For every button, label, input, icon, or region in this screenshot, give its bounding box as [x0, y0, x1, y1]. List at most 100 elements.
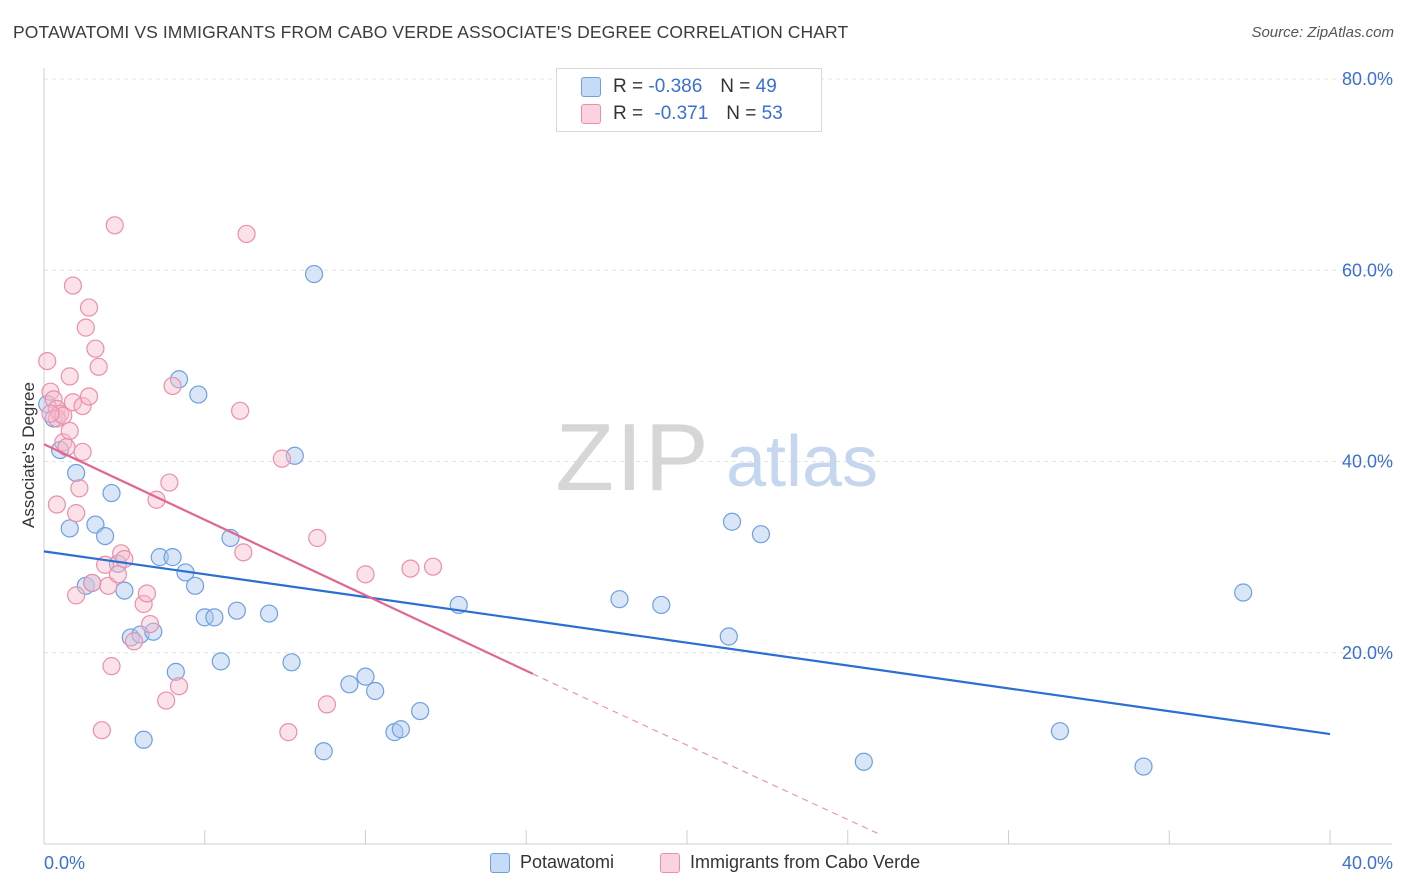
cabo-verde-point — [76, 318, 95, 337]
data-points — [38, 216, 1253, 776]
y-tick-label: 80.0% — [1342, 69, 1393, 89]
cabo-verde-point — [86, 339, 105, 358]
cabo-verde-point — [163, 376, 182, 396]
potawatomi-point — [1234, 583, 1253, 602]
grid-lines — [44, 78, 1392, 654]
cabo-verde-point — [272, 449, 292, 468]
cabo-verde-point — [169, 677, 189, 696]
cabo-verde-point — [234, 543, 253, 562]
y-tick-label: 20.0% — [1342, 643, 1393, 663]
potawatomi-point — [719, 627, 738, 646]
legend-r-value: -0.386 — [648, 76, 703, 97]
legend-r-label: R = — [613, 76, 644, 97]
cabo-verde-point — [124, 632, 144, 651]
cabo-verde-point — [79, 387, 99, 406]
watermark-atlas: atlas — [726, 422, 878, 502]
cabo-verde-point — [423, 557, 443, 576]
potawatomi-point — [854, 752, 873, 771]
potawatomi-point — [340, 675, 359, 694]
legend-r-value: -0.371 — [654, 103, 709, 124]
potawatomi-point — [411, 701, 430, 721]
potawatomi-point — [60, 519, 79, 538]
potawatomi-point — [356, 667, 375, 686]
cabo-verde-point — [140, 614, 160, 634]
watermark-zip: ZIP — [555, 404, 710, 511]
legend-n-label: N = — [726, 103, 757, 124]
cabo-verde-point — [67, 586, 86, 605]
potawatomi-point — [169, 370, 189, 389]
legend-item-label: Potawatomi — [520, 852, 615, 872]
y-tick-label: 60.0% — [1342, 260, 1393, 280]
cabo-verde-point — [105, 216, 124, 235]
legend-n-value: 53 — [761, 103, 783, 124]
potawatomi-point — [366, 681, 385, 701]
potawatomi-point — [189, 385, 208, 404]
legend-row-potawatomi: R = -0.386 N = 49 — [581, 75, 777, 99]
cabo-verde-point — [38, 351, 57, 371]
cabo-verde-point — [115, 549, 134, 569]
x-tick-label: 0.0% — [44, 853, 85, 873]
potawatomi-point — [391, 720, 410, 739]
cabo-verde-trend-extension — [532, 673, 881, 835]
axes — [43, 68, 1392, 845]
legend-swatch-blue — [490, 852, 510, 873]
series-legend: Potawatomi Immigrants from Cabo Verde — [0, 852, 1406, 878]
potawatomi-point — [1134, 757, 1153, 776]
cabo-verde-point — [73, 442, 92, 462]
potawatomi-point — [751, 525, 771, 544]
cabo-verde-point — [160, 473, 179, 492]
potawatomi-point — [163, 548, 182, 567]
cabo-verde-point — [92, 721, 111, 740]
potawatomi-point — [227, 601, 246, 620]
cabo-verde-point — [89, 357, 108, 376]
x-tick-label: 40.0% — [1342, 853, 1393, 873]
correlation-legend: R = -0.386 N = 49 R = -0.371 N = 53 — [556, 68, 822, 132]
source-label: Source: ZipAtlas.com — [1251, 24, 1394, 41]
cabo-verde-point — [63, 276, 83, 295]
potawatomi-point — [722, 512, 742, 531]
potawatomi-point — [304, 264, 324, 284]
cabo-verde-trend-line — [43, 443, 534, 675]
cabo-verde-point — [356, 565, 375, 584]
cabo-verde-point — [308, 528, 327, 548]
potawatomi-point — [211, 652, 230, 671]
trend-lines — [43, 443, 1331, 835]
potawatomi-trend-line — [43, 550, 1331, 736]
potawatomi-point — [186, 576, 205, 595]
potawatomi-point — [95, 526, 115, 546]
legend-item-cabo-verde[interactable]: Immigrants from Cabo Verde — [660, 852, 920, 873]
cabo-verde-point — [134, 594, 153, 614]
potawatomi-point — [610, 590, 629, 609]
potawatomi-point — [195, 608, 214, 627]
cabo-verde-point — [79, 298, 99, 317]
potawatomi-point — [150, 548, 169, 567]
cabo-verde-point — [70, 479, 89, 498]
cabo-verde-point — [102, 657, 121, 676]
potawatomi-point — [166, 662, 185, 681]
potawatomi-point — [205, 608, 224, 627]
legend-n-label: N = — [720, 76, 751, 97]
cabo-verde-point — [67, 504, 86, 523]
cabo-verde-point — [317, 695, 337, 714]
cabo-verde-point — [231, 401, 250, 420]
cabo-verde-point — [73, 396, 92, 416]
potawatomi-point — [134, 730, 153, 749]
potawatomi-point — [652, 595, 671, 615]
legend-swatch-pink — [660, 852, 680, 873]
legend-r-label: R = — [613, 103, 644, 124]
cabo-verde-point — [47, 495, 66, 514]
cabo-verde-point — [83, 573, 102, 593]
watermark: ZIP atlas — [555, 404, 878, 511]
potawatomi-point — [259, 604, 279, 623]
legend-n-value: 49 — [755, 76, 777, 97]
legend-row-cabo-verde: R = -0.371 N = 53 — [581, 102, 783, 126]
cabo-verde-point — [237, 224, 256, 244]
legend-item-potawatomi[interactable]: Potawatomi — [490, 852, 614, 873]
legend-item-label: Immigrants from Cabo Verde — [690, 852, 921, 872]
potawatomi-point — [282, 653, 301, 672]
potawatomi-point — [1050, 722, 1070, 741]
chart-title: POTAWATOMI VS IMMIGRANTS FROM CABO VERDE… — [13, 22, 849, 42]
cabo-verde-point — [60, 421, 79, 440]
cabo-verde-point — [137, 584, 156, 603]
